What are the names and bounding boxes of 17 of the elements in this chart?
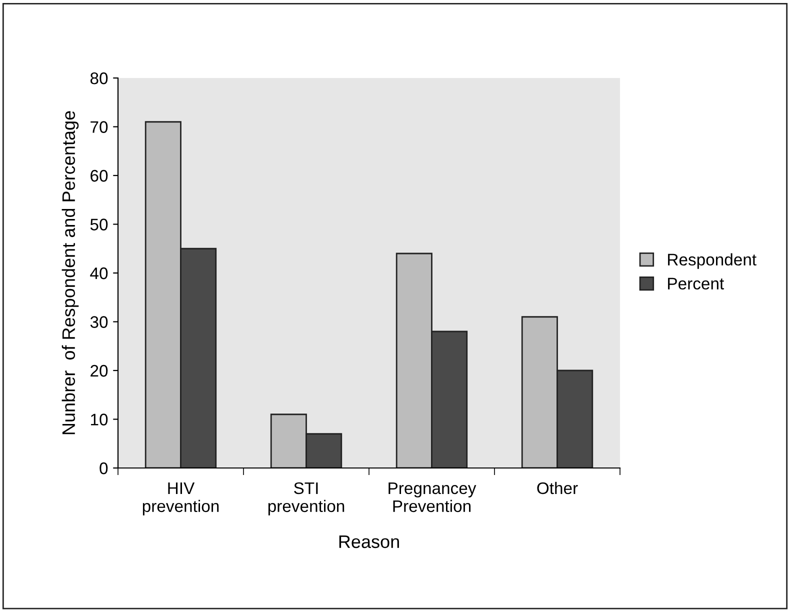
x-tick-label: Pregnancey Prevention: [388, 482, 476, 512]
y-tick-label: 60: [90, 170, 108, 182]
x-axis-title: Reason: [339, 535, 399, 548]
legend-label: Respondent: [668, 253, 756, 269]
y-tick-label: 20: [90, 364, 108, 377]
y-tick-label: 0: [100, 462, 108, 474]
y-tick-label: 30: [90, 316, 108, 328]
y-tick-label: 10: [91, 414, 108, 426]
legend-label: Percent: [668, 278, 724, 290]
x-tick-label: STI prevention: [268, 482, 344, 516]
y-tick-label: 50: [90, 218, 108, 230]
y-tick-label: 70: [90, 121, 108, 133]
y-tick-label: 80: [90, 72, 108, 84]
y-axis-title: Nunbrer of Respondent and Percentage: [62, 111, 79, 434]
x-tick-label: Other: [537, 482, 578, 494]
x-tick-label: HIV prevention: [142, 482, 219, 516]
y-tick-label: 40: [90, 267, 108, 280]
